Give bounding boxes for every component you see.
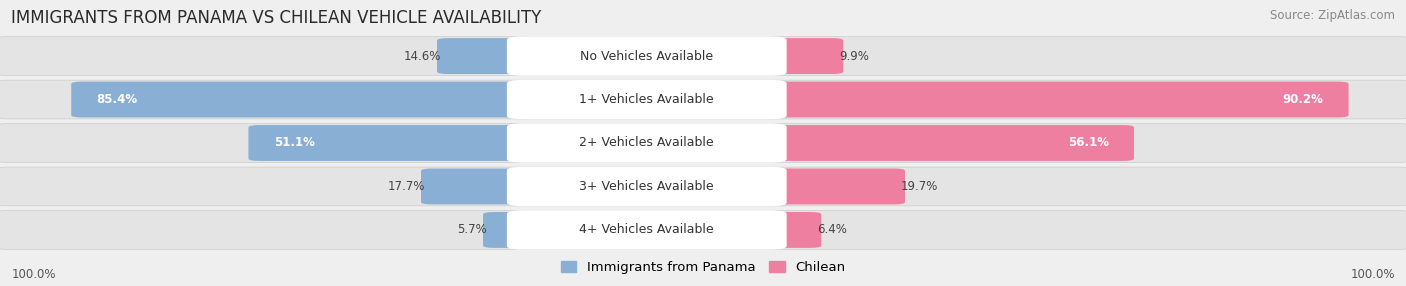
Text: No Vehicles Available: No Vehicles Available [581,49,713,63]
Legend: Immigrants from Panama, Chilean: Immigrants from Panama, Chilean [555,256,851,279]
Text: 1+ Vehicles Available: 1+ Vehicles Available [579,93,714,106]
Text: 4+ Vehicles Available: 4+ Vehicles Available [579,223,714,237]
Text: 17.7%: 17.7% [388,180,425,193]
FancyBboxPatch shape [0,37,1406,76]
FancyBboxPatch shape [437,38,536,74]
FancyBboxPatch shape [759,168,905,204]
Text: 100.0%: 100.0% [11,268,56,281]
Text: Source: ZipAtlas.com: Source: ZipAtlas.com [1270,9,1395,21]
Text: 6.4%: 6.4% [817,223,846,237]
Text: 14.6%: 14.6% [404,49,441,63]
FancyBboxPatch shape [508,167,787,206]
Text: 9.9%: 9.9% [839,49,869,63]
Text: IMMIGRANTS FROM PANAMA VS CHILEAN VEHICLE AVAILABILITY: IMMIGRANTS FROM PANAMA VS CHILEAN VEHICL… [11,9,541,27]
FancyBboxPatch shape [508,80,787,119]
FancyBboxPatch shape [484,212,536,248]
Text: 3+ Vehicles Available: 3+ Vehicles Available [579,180,714,193]
Text: 85.4%: 85.4% [97,93,138,106]
FancyBboxPatch shape [508,210,787,250]
FancyBboxPatch shape [420,168,536,204]
Text: 90.2%: 90.2% [1282,93,1323,106]
Text: 2+ Vehicles Available: 2+ Vehicles Available [579,136,714,150]
FancyBboxPatch shape [0,210,1406,249]
FancyBboxPatch shape [0,80,1406,119]
FancyBboxPatch shape [249,125,536,161]
Text: 56.1%: 56.1% [1067,136,1109,150]
FancyBboxPatch shape [72,82,536,118]
FancyBboxPatch shape [508,123,787,163]
FancyBboxPatch shape [759,212,821,248]
FancyBboxPatch shape [0,167,1406,206]
Text: 19.7%: 19.7% [901,180,938,193]
Text: 5.7%: 5.7% [457,223,488,237]
Text: 51.1%: 51.1% [274,136,315,150]
FancyBboxPatch shape [759,125,1135,161]
FancyBboxPatch shape [0,124,1406,162]
Text: 100.0%: 100.0% [1350,268,1395,281]
FancyBboxPatch shape [508,36,787,76]
FancyBboxPatch shape [759,38,844,74]
FancyBboxPatch shape [759,82,1348,118]
